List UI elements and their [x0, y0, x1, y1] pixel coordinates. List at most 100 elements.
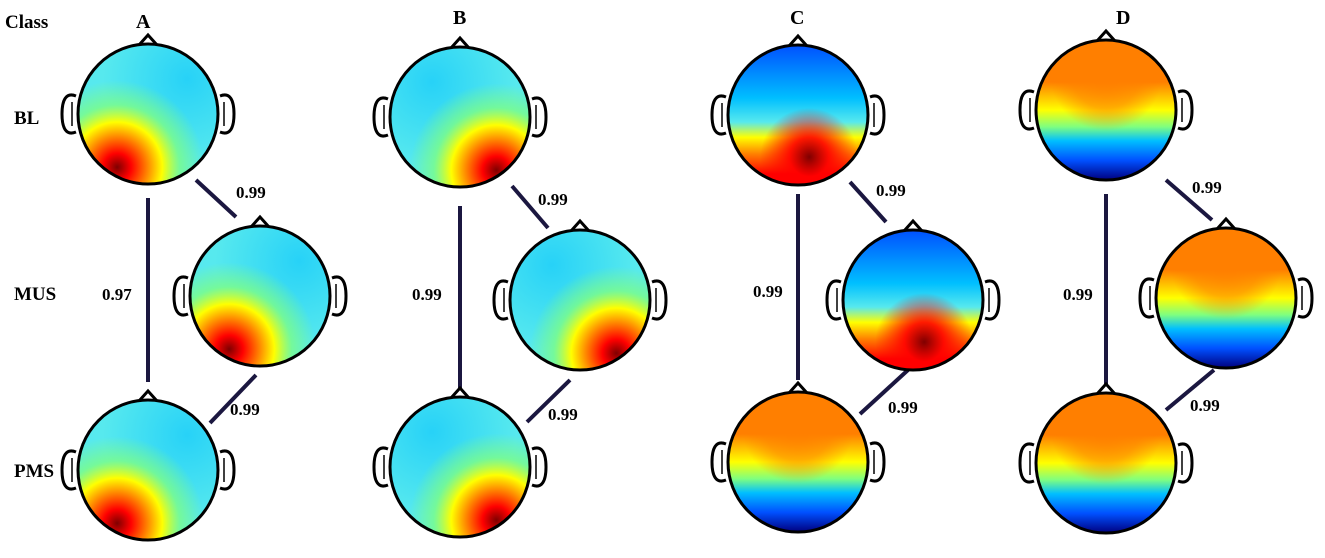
right-ear-icon: [869, 441, 886, 483]
topomap-c-mus: [825, 218, 1001, 372]
row-label-pms: PMS: [14, 461, 54, 482]
corr-mus-pms: 0.99: [548, 405, 578, 424]
row-label-bl: BL: [14, 108, 39, 129]
corr-bl-pms: 0.99: [753, 282, 783, 301]
head-outline: [76, 398, 220, 542]
topomap-layer: [1156, 228, 1296, 368]
right-ear-icon: [219, 93, 236, 135]
nose-icon: [902, 218, 924, 233]
left-ear-icon: [492, 279, 509, 321]
left-ear-icon: [60, 93, 77, 135]
head-outline: [388, 395, 532, 539]
head-outline: [726, 390, 870, 534]
corr-bl-pms: 0.99: [412, 285, 442, 304]
connector-mus-pms: [525, 378, 572, 424]
right-ear-icon: [1177, 89, 1194, 131]
left-ear-icon: [60, 449, 77, 491]
nose-icon: [787, 33, 809, 48]
left-ear-icon: [372, 96, 389, 138]
head-outline: [1034, 391, 1178, 535]
topomap-layer: [728, 392, 868, 532]
nose-icon: [137, 32, 159, 47]
corr-bl-mus: 0.99: [538, 190, 568, 209]
topomap-a-bl: [60, 32, 236, 186]
corr-bl-pms: 0.99: [1063, 285, 1093, 304]
corr-bl-mus: 0.99: [1192, 178, 1222, 197]
topomap-a-mus: [172, 214, 348, 368]
topomap-c-pms: [710, 380, 886, 534]
topomap-b-pms: [372, 385, 548, 539]
head-outline: [841, 228, 985, 372]
right-ear-icon: [531, 96, 548, 138]
topomap-layer: [390, 47, 530, 187]
topomap-layer: [390, 397, 530, 537]
left-ear-icon: [710, 441, 727, 483]
topomap-layer: [78, 400, 218, 540]
class-label-d: D: [1116, 7, 1130, 29]
connector-mus-pms: [1164, 368, 1216, 412]
connector-mus-pms: [858, 368, 910, 416]
nose-icon: [1095, 28, 1117, 43]
topomap-d-pms: [1018, 381, 1194, 535]
head-outline: [1034, 38, 1178, 182]
left-ear-icon: [1018, 89, 1035, 131]
corr-bl-mus: 0.99: [236, 183, 266, 202]
left-ear-icon: [172, 275, 189, 317]
left-ear-icon: [1138, 277, 1155, 319]
nose-icon: [1215, 216, 1237, 231]
topomap-layer: [728, 45, 868, 185]
head-outline: [388, 45, 532, 189]
class-panels: 0.990.970.990.990.990.990.990.990.990.99…: [60, 28, 1314, 542]
left-ear-icon: [372, 446, 389, 488]
class-header: Class: [5, 12, 48, 33]
topomap-layer: [843, 230, 983, 370]
head-outline: [726, 43, 870, 187]
head-outline: [1154, 226, 1298, 370]
class-label-a: A: [136, 11, 151, 33]
nose-icon: [787, 380, 809, 395]
topomap-d-bl: [1018, 28, 1194, 182]
corr-mus-pms: 0.99: [1190, 396, 1220, 415]
head-outline: [188, 224, 332, 368]
topomap-b-bl: [372, 35, 548, 189]
connector-bl-mus: [510, 184, 550, 230]
nose-icon: [449, 35, 471, 50]
class-panel-a: 0.99 0.97 0.99: [60, 32, 348, 542]
nose-icon: [1095, 381, 1117, 396]
class-label-b: B: [453, 7, 466, 29]
left-ear-icon: [1018, 442, 1035, 484]
topomap-d-mus: [1138, 216, 1314, 370]
right-ear-icon: [984, 279, 1001, 321]
topomap-b-mus: [492, 218, 668, 372]
corr-bl-mus: 0.99: [876, 181, 906, 200]
corr-bl-pms: 0.97: [102, 285, 132, 304]
row-label-mus: MUS: [14, 284, 56, 305]
topomap-layer: [1036, 393, 1176, 533]
right-ear-icon: [219, 449, 236, 491]
right-ear-icon: [531, 446, 548, 488]
class-panel-c: 0.99 0.99 0.99: [710, 33, 1001, 534]
head-outline: [76, 42, 220, 186]
connector-mus-pms: [208, 373, 258, 425]
topomap-layer: [1036, 40, 1176, 180]
connector-bl-mus: [848, 180, 888, 224]
nose-icon: [449, 385, 471, 400]
corr-mus-pms: 0.99: [230, 400, 260, 419]
class-panel-b: 0.99 0.99 0.99: [372, 35, 668, 539]
topomap-layer: [510, 230, 650, 370]
nose-icon: [569, 218, 591, 233]
topomap-layer: [190, 226, 330, 366]
class-label-c: C: [790, 7, 804, 29]
right-ear-icon: [1297, 277, 1314, 319]
topomap-c-bl: [710, 33, 886, 187]
nose-icon: [137, 388, 159, 403]
right-ear-icon: [1177, 442, 1194, 484]
right-ear-icon: [869, 94, 886, 136]
corr-mus-pms: 0.99: [888, 398, 918, 417]
right-ear-icon: [331, 275, 348, 317]
right-ear-icon: [651, 279, 668, 321]
head-outline: [508, 228, 652, 372]
connector-bl-mus: [1164, 178, 1214, 222]
